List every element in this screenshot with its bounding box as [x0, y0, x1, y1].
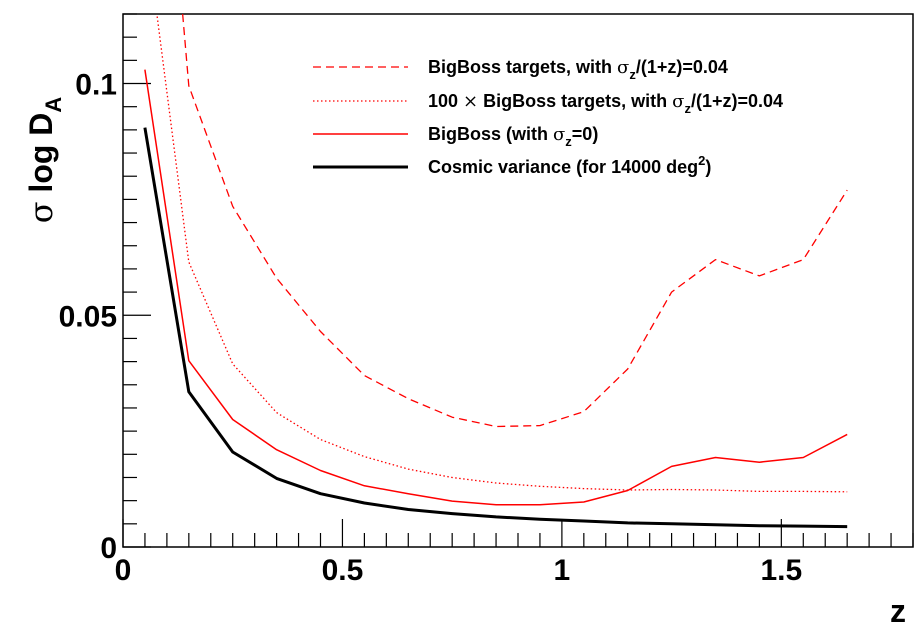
x-tick-label: 0 [115, 554, 132, 587]
y-tick-label: 0.1 [75, 69, 117, 102]
x-tick-label: 1.5 [760, 554, 802, 587]
tick-labels: 0 0.5 1 1.5 0 0.05 0.1 [59, 69, 803, 587]
legend-label-bigboss: BigBoss (with σz=0) [428, 124, 598, 149]
legend-label-cosmic-variance: Cosmic variance (for 14000 deg2) [428, 153, 711, 177]
legend-label-bigboss-targets: BigBoss targets, with σz/(1+z)=0.04 [428, 57, 728, 82]
legend-label-bigboss-targets-100x: 100 × BigBoss targets, with σz/(1+z)=0.0… [428, 91, 783, 116]
series-line-bigboss-targets-100x [156, 14, 848, 493]
axis-ticks [122, 13, 914, 548]
y-tick-label: 0 [100, 532, 117, 565]
series-line-bigboss [144, 69, 848, 506]
series-line-cosmic-variance [143, 127, 848, 529]
legend: BigBoss targets, with σz/(1+z)=0.04 100 ×… [313, 57, 783, 177]
x-tick-label: 0.5 [322, 554, 364, 587]
x-axis-label: z [890, 593, 906, 626]
x-tick-label: 1 [554, 554, 571, 587]
y-tick-label: 0.05 [59, 300, 117, 333]
series-layer [143, 14, 848, 529]
y-axis-label: σ log DA [22, 97, 66, 224]
